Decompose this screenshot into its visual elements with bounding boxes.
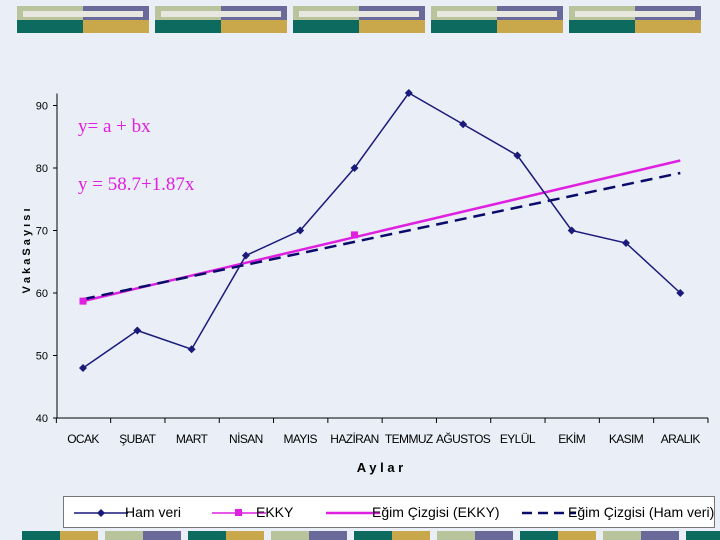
deco-piece bbox=[641, 531, 679, 540]
deco-piece bbox=[437, 11, 557, 17]
deco-piece bbox=[299, 11, 419, 17]
deco-piece bbox=[161, 11, 281, 17]
deco-piece bbox=[22, 531, 60, 540]
deco-piece bbox=[558, 531, 596, 540]
fitted-equation: y = 58.7+1.87x bbox=[78, 174, 195, 195]
deco-piece bbox=[392, 531, 430, 540]
deco-piece bbox=[497, 20, 563, 33]
y-tick-label: 60 bbox=[36, 288, 48, 300]
data-point-ekky bbox=[351, 231, 358, 239]
data-point-ham-veri bbox=[567, 226, 576, 235]
y-tick-label: 70 bbox=[36, 226, 48, 238]
data-point-ham-veri bbox=[622, 239, 630, 247]
deco-piece bbox=[221, 20, 287, 33]
deco-piece bbox=[309, 531, 347, 540]
data-point-ham-veri bbox=[513, 151, 522, 160]
legend-swatch-trend-ekky bbox=[326, 511, 380, 515]
deco-piece bbox=[569, 20, 635, 33]
bottom-decoration-band bbox=[22, 531, 720, 540]
y-tick-label: 90 bbox=[36, 101, 48, 113]
deco-piece bbox=[520, 531, 558, 540]
legend-label-trend-ham: Eğim Çizgisi (Ham veri) bbox=[568, 504, 715, 520]
legend-label-trend-ekky: Eğim Çizgisi (EKKY) bbox=[372, 504, 500, 520]
x-tick-label: EYLÜL bbox=[500, 432, 536, 446]
chart-legend: Ham veri EKKY Eğim Çizgisi (EKKY) Eğim Ç… bbox=[63, 496, 715, 528]
data-point-ham-veri bbox=[404, 89, 413, 97]
deco-tile bbox=[569, 6, 701, 33]
data-point-ham-veri bbox=[187, 345, 196, 354]
chart-axes: 40 50 60 70 80 90 OCAK ŞUBAT MART NİSAN MAYIS HAZİR… bbox=[36, 93, 709, 446]
deco-piece bbox=[143, 531, 181, 540]
x-tick-label: NİSAN bbox=[229, 432, 263, 446]
x-tick-label: MAYIS bbox=[283, 432, 317, 446]
deco-piece bbox=[603, 531, 641, 540]
series-line-ham-veri bbox=[82, 92, 681, 369]
trend-line-ham-veri bbox=[82, 171, 681, 301]
legend-label-ekky: EKKY bbox=[256, 504, 294, 520]
data-point-ham-veri bbox=[459, 120, 468, 129]
data-point-ham-veri bbox=[241, 251, 250, 260]
deco-piece bbox=[359, 20, 425, 33]
data-series bbox=[79, 89, 685, 372]
x-tick-label: MART bbox=[176, 432, 209, 446]
deco-piece bbox=[293, 20, 359, 33]
trend-lines bbox=[82, 159, 681, 303]
data-point-ham-veri bbox=[296, 226, 305, 235]
deco-piece bbox=[226, 531, 264, 540]
deco-piece bbox=[431, 20, 497, 33]
deco-piece bbox=[271, 531, 309, 540]
deco-piece bbox=[437, 531, 475, 540]
deco-tile bbox=[431, 6, 563, 33]
data-point-ham-veri bbox=[79, 364, 87, 372]
deco-piece bbox=[60, 531, 98, 540]
top-decoration-band bbox=[17, 6, 701, 33]
data-point-ham-veri bbox=[350, 164, 359, 172]
x-tick-label: OCAK bbox=[67, 432, 99, 446]
x-axis-label: A y l a r bbox=[357, 460, 403, 475]
legend-swatch-ham-veri bbox=[74, 509, 128, 517]
y-tick-label: 50 bbox=[36, 351, 48, 363]
y-tick-label: 80 bbox=[36, 163, 48, 175]
x-tick-label: ARALIK bbox=[661, 432, 701, 446]
x-tick-label: EKİM bbox=[558, 432, 586, 446]
data-point-ham-veri bbox=[676, 289, 685, 297]
deco-piece bbox=[17, 20, 83, 33]
y-tick-label: 40 bbox=[36, 413, 48, 425]
deco-piece bbox=[155, 20, 221, 33]
x-tick-label: ŞUBAT bbox=[119, 432, 156, 446]
deco-piece bbox=[354, 531, 392, 540]
deco-tile bbox=[17, 6, 149, 33]
deco-piece bbox=[475, 531, 513, 540]
legend-swatch-ekky bbox=[212, 509, 266, 516]
deco-piece bbox=[686, 531, 720, 540]
y-axis-label: V a k a S a y ı s ı bbox=[21, 209, 33, 294]
deco-piece bbox=[575, 11, 695, 17]
deco-piece bbox=[188, 531, 226, 540]
deco-piece bbox=[635, 20, 701, 33]
data-point-ham-veri bbox=[133, 326, 142, 335]
deco-tile bbox=[293, 6, 425, 33]
legend-swatch-trend-ham bbox=[522, 511, 576, 515]
deco-piece bbox=[23, 11, 143, 17]
deco-piece bbox=[83, 20, 149, 33]
x-tick-label: TEMMUZ bbox=[385, 432, 433, 446]
x-tick-label: AĞUSTOS bbox=[436, 431, 491, 446]
deco-tile bbox=[155, 6, 287, 33]
deco-piece bbox=[105, 531, 143, 540]
x-tick-label: KASIM bbox=[609, 432, 644, 446]
legend-label-ham-veri: Ham veri bbox=[125, 504, 182, 520]
data-point-ekky bbox=[79, 297, 87, 305]
general-equation: y= a + bx bbox=[78, 116, 151, 137]
x-tick-label: HAZİRAN bbox=[330, 432, 378, 446]
